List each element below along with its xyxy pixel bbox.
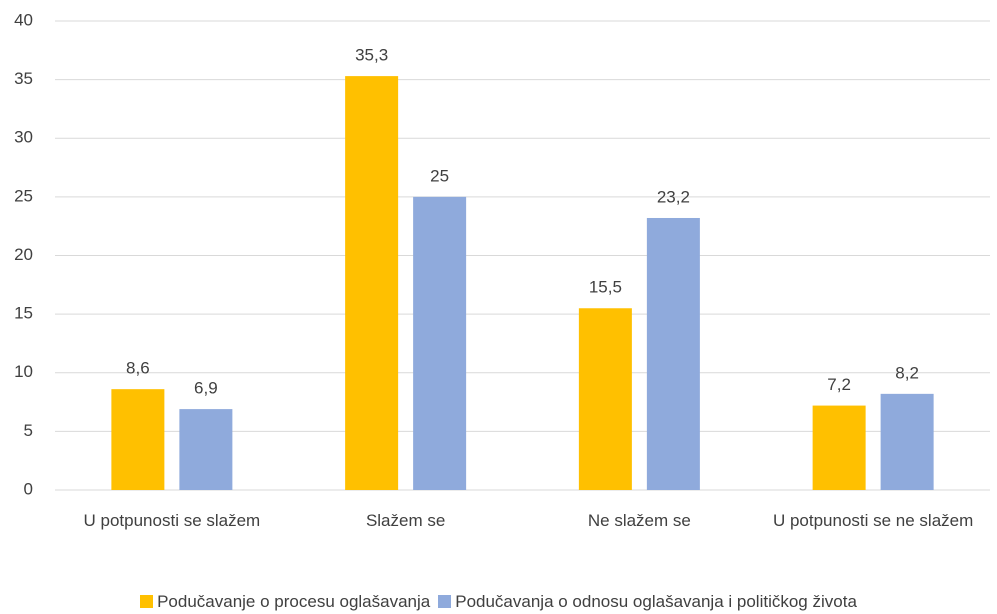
bar xyxy=(179,409,233,490)
x-tick-label: Slažem se xyxy=(365,511,446,530)
legend-item: Podučavanje o procesu oglašavanja xyxy=(140,592,430,612)
data-label: 25 xyxy=(430,166,449,185)
data-label: 15,5 xyxy=(589,278,622,297)
data-label: 6,9 xyxy=(194,379,218,398)
bar xyxy=(578,308,632,490)
x-tick-label: U potpunosti se ne slažem xyxy=(772,511,974,530)
data-label: 7,2 xyxy=(827,375,851,394)
legend-swatch xyxy=(140,595,154,608)
y-tick-label: 30 xyxy=(14,128,33,147)
bar xyxy=(812,405,866,490)
legend-item: Podučavanja o odnosu oglašavanja i polit… xyxy=(438,592,857,612)
y-tick-label: 35 xyxy=(14,69,33,88)
x-tick-label: U potpunosti se slažem xyxy=(83,511,261,530)
data-label: 8,6 xyxy=(126,359,150,378)
y-tick-label: 10 xyxy=(14,362,33,381)
y-tick-label: 20 xyxy=(14,245,33,264)
data-label: 35,3 xyxy=(355,46,388,65)
y-tick-label: 15 xyxy=(14,304,33,323)
bar xyxy=(111,389,165,490)
data-label: 8,2 xyxy=(895,363,919,382)
legend-label: Podučavanje o procesu oglašavanja xyxy=(157,592,431,611)
y-tick-label: 0 xyxy=(24,479,33,498)
legend: Podučavanje o procesu oglašavanja Podučav… xyxy=(0,592,997,612)
data-label: 23,2 xyxy=(657,187,690,206)
y-tick-label: 5 xyxy=(24,421,33,440)
legend-label: Podučavanja o odnosu oglašavanja i polit… xyxy=(455,592,857,611)
bar xyxy=(646,217,700,491)
y-tick-label: 40 xyxy=(14,10,33,29)
bar xyxy=(880,393,934,490)
bar xyxy=(345,76,399,491)
legend-swatch xyxy=(438,595,452,608)
y-tick-label: 25 xyxy=(14,186,33,205)
bar xyxy=(413,196,467,490)
x-tick-label: Ne slažem se xyxy=(587,511,691,530)
